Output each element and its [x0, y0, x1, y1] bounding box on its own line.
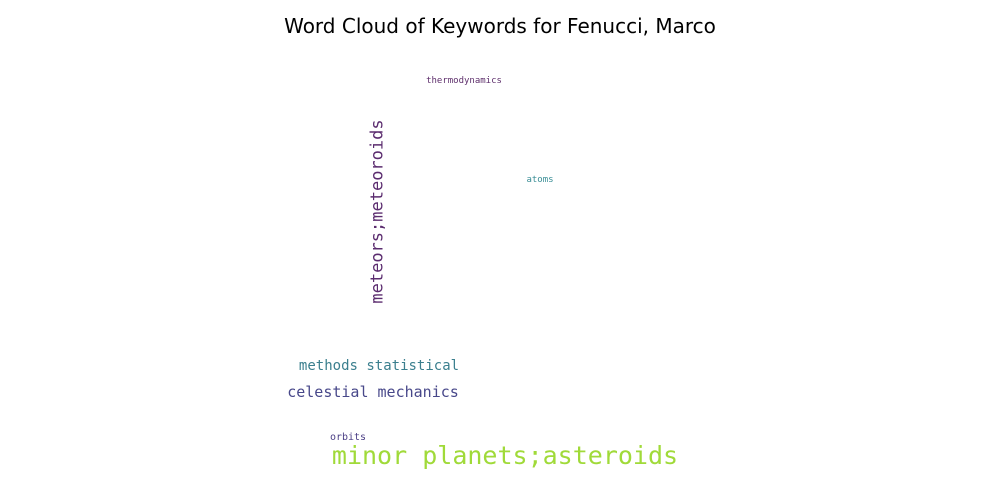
- word-2: celestial mechanics: [287, 382, 459, 401]
- word-1: meteors;meteoroids: [367, 118, 388, 304]
- word-3: methods statistical: [298, 358, 460, 374]
- chart-title: Word Cloud of Keywords for Fenucci, Marc…: [284, 14, 716, 38]
- word-6: atoms: [526, 174, 554, 185]
- word-0: minor planets;asteroids: [331, 440, 679, 470]
- word-4: orbits: [329, 432, 367, 443]
- word-5: thermodynamics: [426, 75, 502, 86]
